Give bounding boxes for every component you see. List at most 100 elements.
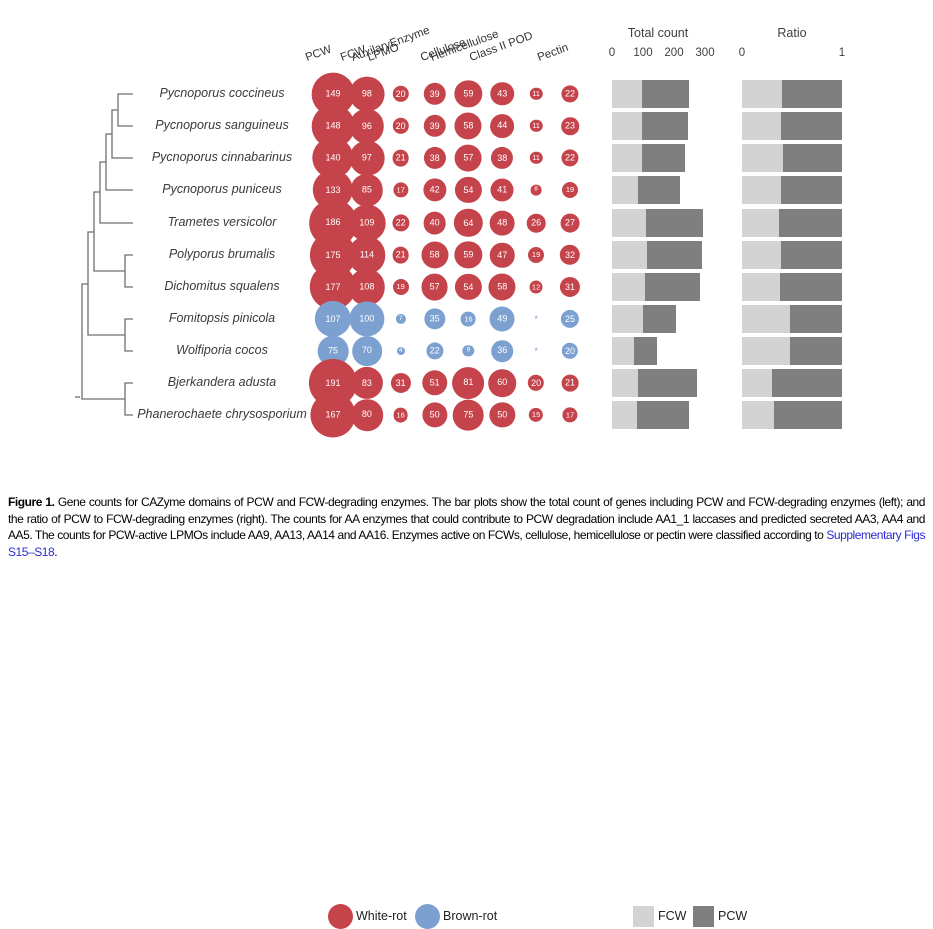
bubble-value: 36 [497, 345, 508, 356]
bubble: 9 [462, 345, 475, 357]
bubble-value: 41 [497, 184, 508, 195]
bubble: 54 [455, 273, 482, 301]
bubble-value: 148 [325, 120, 341, 131]
bubble: 31 [559, 276, 581, 298]
bar-segment [790, 305, 842, 333]
figure-caption-body: Gene counts for CAZyme domains of PCW an… [8, 495, 925, 543]
total-count-title: Total count [627, 26, 689, 40]
species-label: Pycnoporus sanguineus [155, 118, 289, 132]
bubble: 85 [350, 173, 384, 207]
bubble-value: 8 [534, 185, 538, 193]
fcw-legend-swatch [633, 906, 654, 927]
bubble-value: 133 [325, 184, 341, 195]
bubble-value: 11 [532, 89, 540, 99]
bubble: 23 [561, 117, 579, 135]
figure-1-plot: PCW FCW LPMO AuxilaryEnzyme Cellulose Hemicel… [75, 25, 845, 929]
species-label: Pycnoporus coccineus [159, 86, 285, 100]
bubble: 11 [529, 151, 543, 165]
bubble-value: 4 [398, 346, 403, 354]
bubble: 17 [562, 407, 578, 423]
bubble-value: 57 [429, 281, 440, 292]
bar-segment [647, 241, 702, 269]
axis-tick-label: 0 [738, 47, 746, 59]
bubble: 16 [393, 407, 409, 423]
bubble-value: 177 [325, 281, 341, 292]
bubble-value: 81 [463, 377, 474, 388]
bubble-value: 59 [463, 249, 474, 260]
bar-segment [636, 401, 689, 429]
bar-segment [742, 209, 779, 237]
bubble-value: 98 [361, 88, 372, 99]
axis-tick-label: 200 [664, 47, 684, 59]
bubble: 36 [491, 340, 514, 362]
bubble: 59 [454, 80, 483, 108]
bubble-value: 20 [395, 120, 406, 131]
bubble-value: 140 [325, 152, 341, 163]
bubble: 64 [454, 208, 483, 238]
bubble: 41 [490, 178, 514, 202]
bar-segment [637, 369, 697, 397]
bubble: 11 [529, 87, 543, 101]
bubble: 4 [396, 346, 405, 355]
bubble: 19 [528, 246, 545, 264]
bubble: 108 [348, 268, 386, 306]
bar-segment [612, 369, 638, 397]
brown-rot-legend-label: Brown-rot [443, 909, 498, 923]
bubble: 70 [352, 336, 382, 366]
bubble: 22 [561, 149, 579, 167]
bubble: 39 [423, 114, 446, 138]
bubble: 96 [349, 108, 385, 144]
bubble-value: 114 [359, 249, 375, 260]
bubble-value: 47 [497, 249, 508, 260]
bubble-value: 22 [429, 345, 440, 356]
bubble-value: 97 [361, 152, 372, 163]
bubble-value: 20 [531, 377, 542, 388]
white-rot-legend-icon [328, 904, 353, 929]
bubble: 17 [393, 182, 409, 198]
bubble: 21 [561, 374, 579, 392]
bubble-value: 11 [532, 121, 540, 131]
bubble: 47 [490, 242, 515, 268]
bubble-value: 58 [497, 281, 508, 292]
bar-segment [742, 80, 782, 108]
bubble: 16 [460, 311, 476, 327]
bar-segment [742, 241, 782, 269]
bubble-value: 21 [395, 249, 406, 260]
bubble: 81 [452, 367, 485, 399]
bubble-value: 109 [359, 217, 375, 228]
bubble: 31 [390, 372, 411, 394]
bar-segment [742, 305, 791, 333]
bubble: 27 [560, 213, 580, 233]
species-label: Trametes versicolor [167, 215, 277, 229]
bubble-value: 50 [429, 409, 440, 420]
bubble: 40 [423, 211, 446, 235]
figure-caption-suffix: . [54, 544, 58, 559]
bubble: 15 [528, 407, 544, 423]
bubble-value: 25 [564, 313, 575, 324]
bubble: 58 [421, 241, 449, 269]
bar-segment [779, 273, 842, 301]
bubble: 107 [314, 300, 352, 338]
bubble: 75 [453, 399, 484, 431]
bubble: 98 [349, 76, 385, 112]
bubble: 20 [561, 342, 579, 360]
bar-segment [612, 112, 642, 140]
bubble-value: 48 [497, 217, 508, 228]
bubble-value: 9 [466, 346, 471, 354]
bubble: 44 [490, 114, 515, 138]
bubble: 80 [351, 399, 383, 431]
supplementary-figs-link[interactable]: Supplementary Figs S15–S18 [8, 528, 925, 559]
bubble: 11 [529, 119, 543, 133]
bubble-value: 19 [565, 185, 575, 195]
species-label: Fomitopsis pinicola [168, 311, 276, 325]
bubble: 50 [421, 402, 448, 428]
bubble-value: 32 [564, 249, 576, 260]
bubble: 21 [392, 149, 410, 167]
bubble: 21 [392, 246, 410, 264]
bubble: 50 [489, 402, 515, 428]
bubble-value: 16 [464, 314, 473, 324]
bubble: 8 [530, 184, 542, 196]
bubble-value: 64 [463, 217, 474, 228]
bar-segment [612, 209, 646, 237]
bubble: 19 [561, 181, 579, 199]
